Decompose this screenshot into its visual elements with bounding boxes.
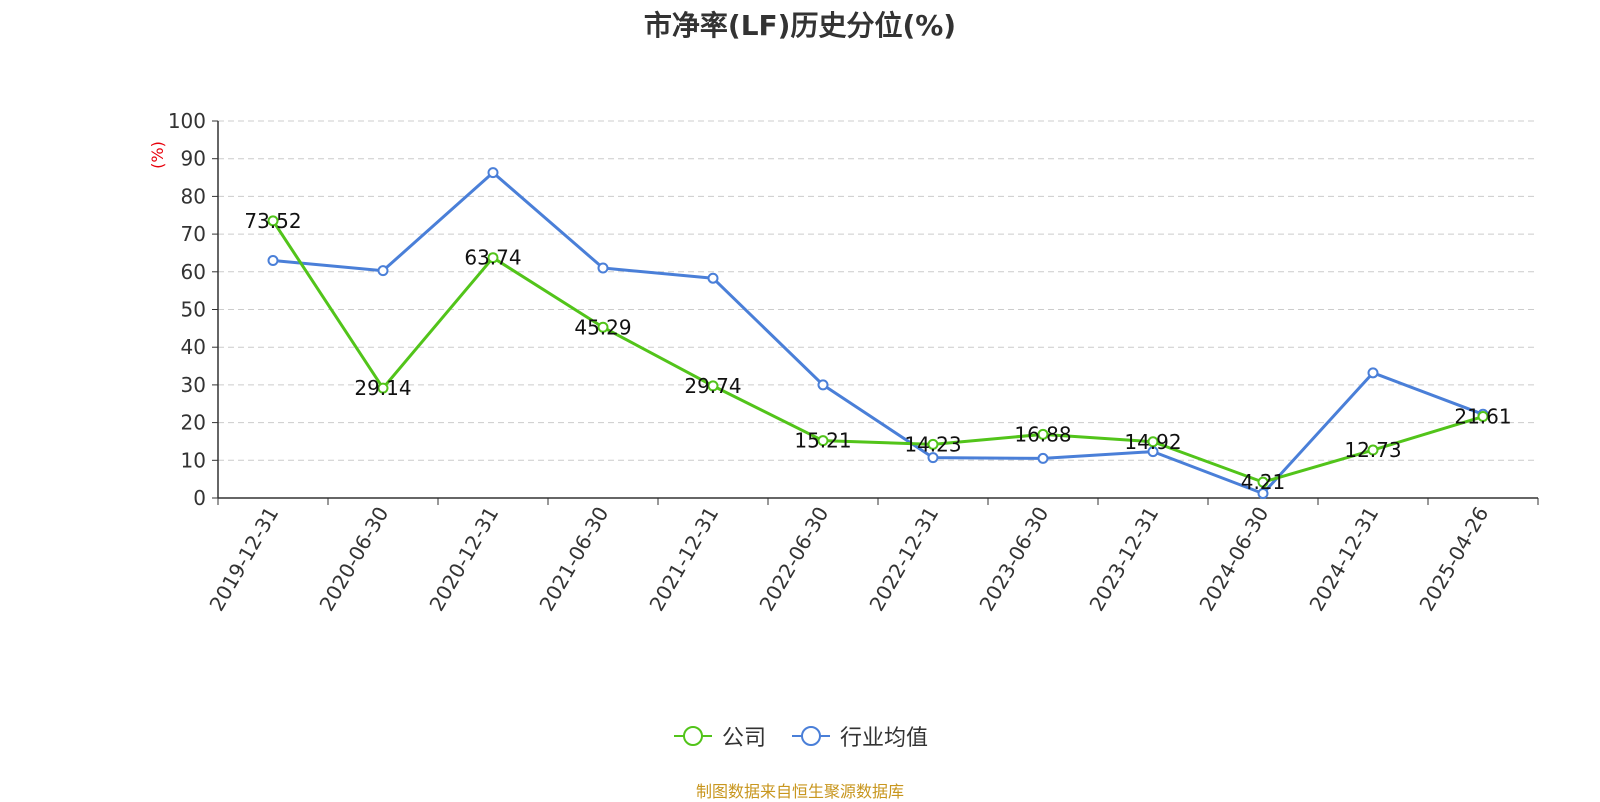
x-tick-label: 2020-06-30 bbox=[314, 503, 393, 616]
data-point-company[interactable] bbox=[597, 321, 609, 333]
data-point-industry[interactable] bbox=[1037, 452, 1049, 464]
data-label-company: 15.21 bbox=[794, 429, 851, 453]
data-point-industry[interactable] bbox=[1257, 487, 1269, 499]
data-point-company[interactable] bbox=[1477, 411, 1489, 423]
legend-label-company: 公司 bbox=[721, 726, 766, 751]
data-point-company[interactable] bbox=[487, 252, 499, 264]
legend-marker-industry bbox=[792, 726, 830, 746]
data-label-company: 14.23 bbox=[904, 432, 961, 456]
y-tick-label: 100 bbox=[168, 109, 206, 133]
x-tick-label: 2020-12-31 bbox=[424, 503, 503, 616]
source-note: 制图数据来自恒生聚源数据库 bbox=[695, 782, 904, 801]
y-tick-label: 60 bbox=[181, 260, 206, 284]
data-point-company[interactable] bbox=[1257, 476, 1269, 488]
data-label-company: 63.74 bbox=[464, 246, 521, 270]
y-axis-label: (%) bbox=[148, 141, 167, 169]
axes: 0 10 20 30 40 50 60 70 80 90 100(%) 2019-12-31 2020-… bbox=[148, 109, 1539, 616]
data-point-company[interactable] bbox=[817, 435, 829, 447]
series-line-company bbox=[271, 220, 1484, 484]
legend-item-company[interactable]: 公司 bbox=[672, 720, 766, 752]
legend-marker-company bbox=[673, 726, 712, 746]
series-line-industry bbox=[272, 171, 1484, 495]
data-point-company[interactable] bbox=[377, 382, 389, 394]
data-point-company[interactable] bbox=[927, 438, 939, 450]
data-label-company: 16.88 bbox=[1014, 422, 1071, 446]
x-tick-label: 2023-12-31 bbox=[1084, 503, 1163, 616]
data-labels: 73.52 29.14 63.74 45.29 29.74 15.21 14.23 16.88… bbox=[244, 209, 1511, 494]
data-label-company: 73.52 bbox=[244, 209, 301, 233]
y-tick-label: 40 bbox=[181, 335, 206, 359]
data-point-industry[interactable] bbox=[927, 452, 939, 464]
x-tick-label: 2022-12-31 bbox=[864, 503, 943, 616]
x-tick-label: 2019-12-31 bbox=[204, 503, 283, 616]
data-label-company: 29.14 bbox=[354, 376, 411, 400]
x-tick-label: 2021-12-31 bbox=[644, 503, 723, 616]
data-point-industry[interactable] bbox=[597, 262, 609, 274]
data-label-company: 12.73 bbox=[1344, 438, 1401, 462]
legend: 公司 行业均值 bbox=[0, 720, 1600, 752]
legend-label-industry: 行业均值 bbox=[840, 726, 929, 751]
y-tick-label: 0 bbox=[193, 486, 206, 510]
data-label-company: 45.29 bbox=[574, 315, 631, 339]
data-point-industry[interactable] bbox=[817, 379, 829, 391]
data-point-company[interactable] bbox=[1367, 444, 1379, 456]
y-tick-label: 80 bbox=[181, 184, 206, 208]
y-tick-label: 30 bbox=[181, 373, 206, 397]
y-tick-label: 50 bbox=[181, 298, 206, 322]
chart-title: 市净率(LF)历史分位(%) bbox=[643, 9, 957, 42]
series-lines bbox=[267, 167, 1489, 499]
x-tick-label: 2023-06-30 bbox=[974, 503, 1053, 616]
data-point-industry[interactable] bbox=[377, 265, 389, 277]
data-point-industry[interactable] bbox=[267, 254, 279, 266]
data-point-industry[interactable] bbox=[707, 272, 719, 284]
data-point-company[interactable] bbox=[707, 380, 719, 392]
x-tick-label: 2024-06-30 bbox=[1194, 503, 1273, 616]
data-point-company[interactable] bbox=[1147, 436, 1159, 448]
data-label-company: 21.61 bbox=[1454, 405, 1511, 429]
data-point-industry[interactable] bbox=[487, 167, 499, 179]
data-label-company: 4.21 bbox=[1241, 470, 1286, 494]
data-point-industry[interactable] bbox=[1367, 367, 1379, 379]
x-tick-label: 2021-06-30 bbox=[534, 503, 613, 616]
data-point-company[interactable] bbox=[267, 215, 279, 227]
x-tick-label: 2024-12-31 bbox=[1304, 503, 1383, 616]
y-tick-label: 20 bbox=[181, 411, 206, 435]
x-tick-label: 2022-06-30 bbox=[754, 503, 833, 616]
x-tick-label: 2025-04-26 bbox=[1414, 503, 1493, 616]
data-point-company[interactable] bbox=[1037, 428, 1049, 440]
y-tick-label: 10 bbox=[181, 448, 206, 472]
data-label-company: 29.74 bbox=[684, 374, 741, 398]
legend-item-industry[interactable]: 行业均值 bbox=[790, 720, 928, 752]
y-tick-label: 90 bbox=[181, 147, 206, 171]
data-label-company: 14.92 bbox=[1124, 430, 1181, 454]
y-tick-label: 70 bbox=[181, 222, 206, 246]
